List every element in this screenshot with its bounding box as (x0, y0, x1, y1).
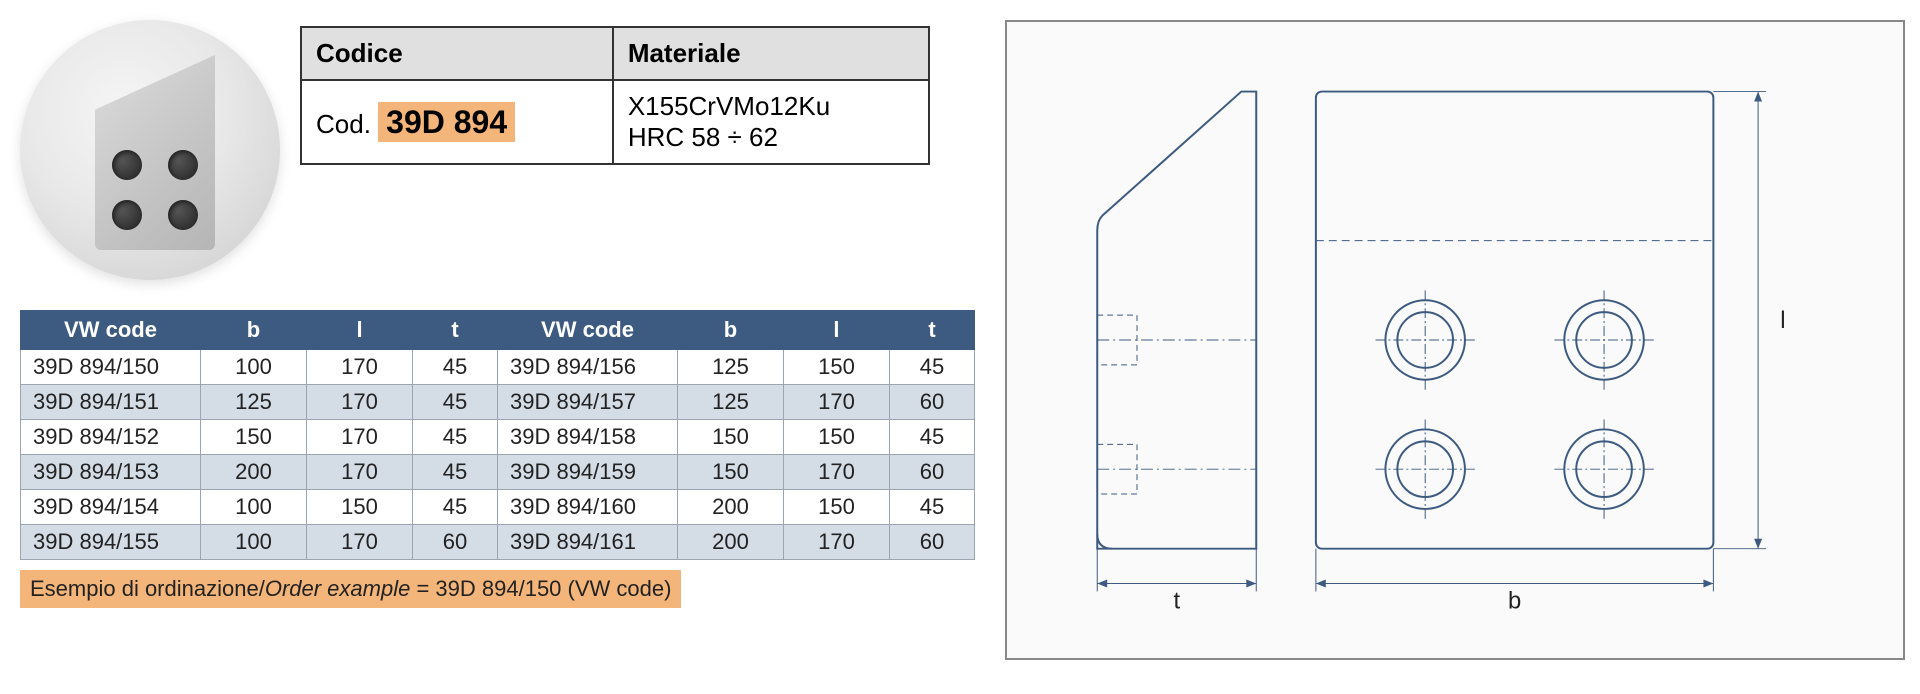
material-line1: X155CrVMo12Ku (628, 91, 914, 122)
table-cell: 200 (677, 490, 783, 525)
table-cell: 150 (677, 420, 783, 455)
col-b-1: b (201, 311, 307, 350)
table-cell: 125 (677, 350, 783, 385)
table-cell: 60 (413, 525, 498, 560)
material-line2: HRC 58 ÷ 62 (628, 122, 914, 153)
order-label-en: Order example (265, 576, 411, 601)
table-cell: 150 (783, 490, 889, 525)
order-value: 39D 894/150 (VW code) (435, 576, 671, 601)
table-cell: 170 (307, 455, 413, 490)
table-cell: 45 (889, 420, 974, 455)
table-cell: 100 (201, 525, 307, 560)
col-l-1: l (307, 311, 413, 350)
order-example: Esempio di ordinazione/Order example = 3… (20, 570, 681, 608)
table-row: 39D 894/1501001704539D 894/15612515045 (21, 350, 975, 385)
table-cell: 170 (307, 385, 413, 420)
table-cell: 150 (783, 420, 889, 455)
code-value: 39D 894 (378, 102, 515, 142)
table-cell: 170 (783, 455, 889, 490)
table-cell: 39D 894/157 (497, 385, 677, 420)
table-cell: 39D 894/153 (21, 455, 201, 490)
table-cell: 170 (307, 525, 413, 560)
table-cell: 100 (201, 490, 307, 525)
table-cell: 150 (307, 490, 413, 525)
spec-table: VW code b l t VW code b l t 39D 894/1501… (20, 310, 975, 560)
table-cell: 125 (201, 385, 307, 420)
table-cell: 45 (413, 385, 498, 420)
table-cell: 39D 894/154 (21, 490, 201, 525)
table-cell: 60 (889, 385, 974, 420)
table-cell: 39D 894/156 (497, 350, 677, 385)
table-cell: 39D 894/152 (21, 420, 201, 455)
info-header-material: Materiale (613, 27, 929, 80)
col-b-2: b (677, 311, 783, 350)
info-header-code: Codice (301, 27, 613, 80)
technical-diagram: t b l (1005, 20, 1905, 660)
product-photo (20, 20, 280, 280)
col-t-1: t (413, 311, 498, 350)
table-cell: 200 (677, 525, 783, 560)
col-vwcode-1: VW code (21, 311, 201, 350)
table-cell: 60 (889, 525, 974, 560)
svg-text:t: t (1173, 587, 1180, 614)
table-row: 39D 894/1532001704539D 894/15915017060 (21, 455, 975, 490)
table-header-row: VW code b l t VW code b l t (21, 311, 975, 350)
table-cell: 100 (201, 350, 307, 385)
table-cell: 39D 894/158 (497, 420, 677, 455)
table-cell: 39D 894/151 (21, 385, 201, 420)
table-cell: 150 (783, 350, 889, 385)
table-cell: 125 (677, 385, 783, 420)
table-cell: 39D 894/161 (497, 525, 677, 560)
svg-text:l: l (1780, 307, 1785, 334)
col-t-2: t (889, 311, 974, 350)
table-cell: 45 (413, 455, 498, 490)
col-l-2: l (783, 311, 889, 350)
order-label-it: Esempio di ordinazione (30, 576, 259, 601)
table-cell: 200 (201, 455, 307, 490)
table-cell: 39D 894/155 (21, 525, 201, 560)
table-cell: 170 (783, 385, 889, 420)
col-vwcode-2: VW code (497, 311, 677, 350)
info-code-cell: Cod. 39D 894 (301, 80, 613, 164)
table-row: 39D 894/1511251704539D 894/15712517060 (21, 385, 975, 420)
table-cell: 39D 894/159 (497, 455, 677, 490)
table-cell: 45 (413, 490, 498, 525)
table-row: 39D 894/1541001504539D 894/16020015045 (21, 490, 975, 525)
table-cell: 45 (413, 350, 498, 385)
table-cell: 150 (201, 420, 307, 455)
table-cell: 45 (413, 420, 498, 455)
table-row: 39D 894/1521501704539D 894/15815015045 (21, 420, 975, 455)
table-cell: 170 (307, 420, 413, 455)
table-cell: 60 (889, 455, 974, 490)
info-material-cell: X155CrVMo12Ku HRC 58 ÷ 62 (613, 80, 929, 164)
table-cell: 150 (677, 455, 783, 490)
code-prefix: Cod. (316, 109, 371, 139)
table-row: 39D 894/1551001706039D 894/16120017060 (21, 525, 975, 560)
svg-text:b: b (1508, 587, 1521, 614)
table-cell: 45 (889, 350, 974, 385)
table-cell: 39D 894/150 (21, 350, 201, 385)
table-cell: 170 (307, 350, 413, 385)
info-table: Codice Materiale Cod. 39D 894 X155CrVMo1… (300, 26, 930, 165)
table-cell: 39D 894/160 (497, 490, 677, 525)
table-cell: 170 (783, 525, 889, 560)
table-cell: 45 (889, 490, 974, 525)
